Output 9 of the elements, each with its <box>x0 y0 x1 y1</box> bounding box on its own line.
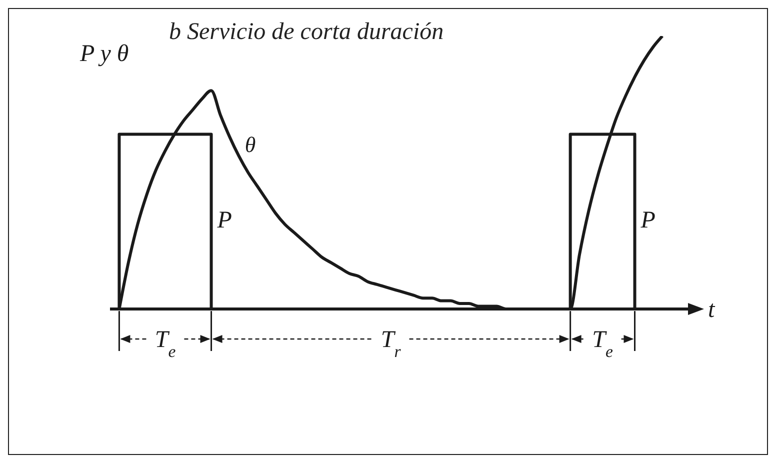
y-axis-title: P y θ <box>79 41 129 67</box>
text: T$_{e}$ <box>154 327 176 360</box>
text: P <box>640 208 656 234</box>
chart-title: b Servicio de corta duración <box>169 19 444 46</box>
series-label: θ <box>244 132 256 158</box>
series-label: P <box>216 208 232 234</box>
x-axis-title: t <box>708 297 716 323</box>
text: T$_{e}$ <box>592 327 614 360</box>
text: T$_{r}$ <box>380 327 402 360</box>
